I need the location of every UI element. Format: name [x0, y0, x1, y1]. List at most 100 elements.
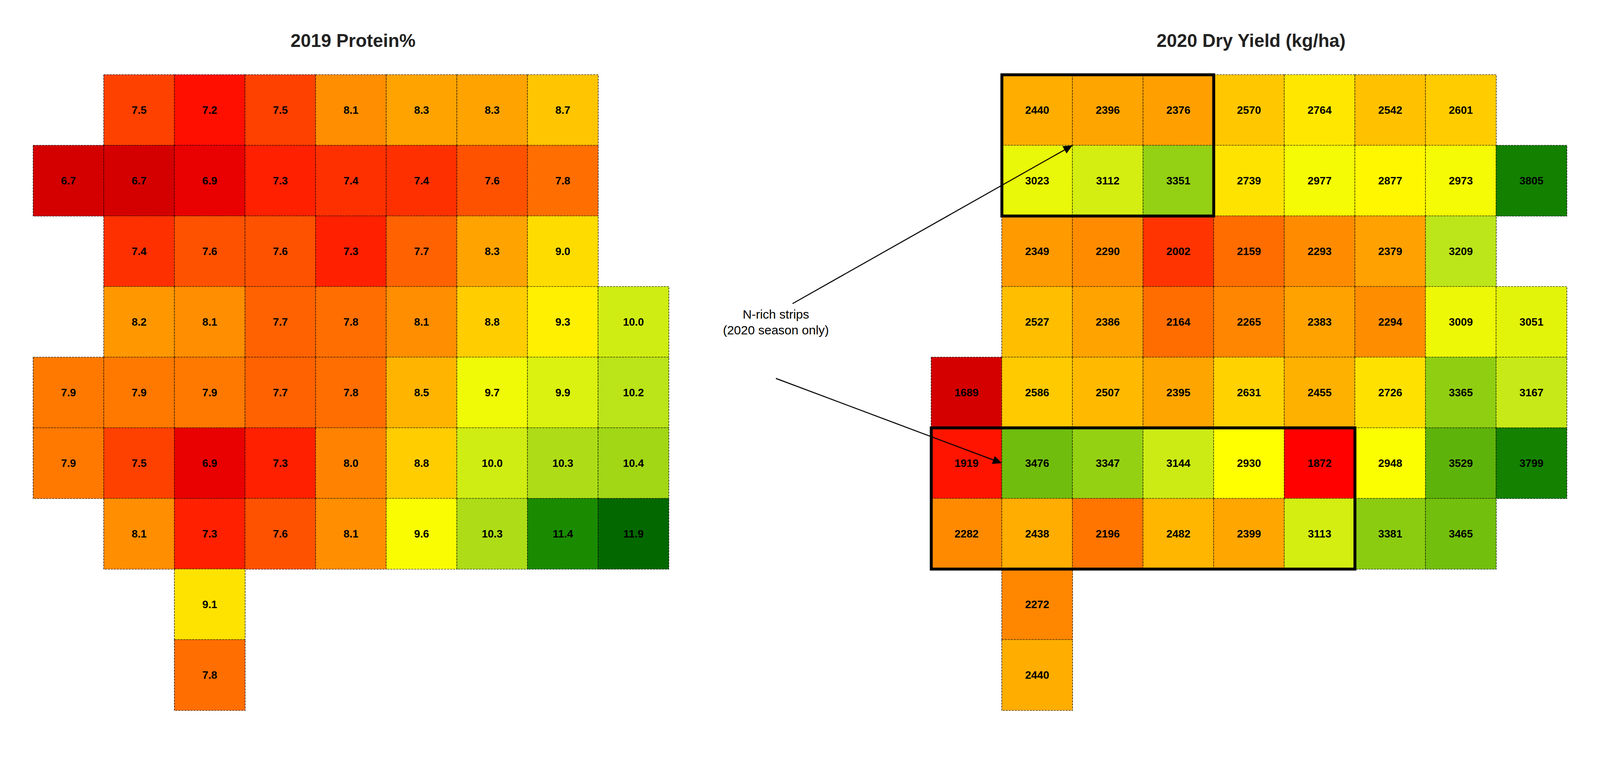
svg-text:11.4: 11.4 [552, 527, 574, 540]
svg-text:2726: 2726 [1378, 386, 1403, 399]
svg-text:7.5: 7.5 [131, 103, 147, 117]
svg-text:7.3: 7.3 [202, 527, 218, 540]
svg-text:8.5: 8.5 [414, 386, 430, 399]
svg-text:7.3: 7.3 [272, 456, 288, 470]
svg-text:2527: 2527 [1025, 315, 1050, 329]
svg-text:8.1: 8.1 [343, 103, 359, 117]
svg-text:11.9: 11.9 [623, 527, 644, 540]
svg-text:2482: 2482 [1166, 527, 1191, 540]
svg-text:7.8: 7.8 [202, 668, 218, 682]
svg-text:3805: 3805 [1519, 174, 1544, 187]
svg-text:9.0: 9.0 [555, 245, 571, 258]
svg-text:8.1: 8.1 [343, 527, 359, 540]
svg-text:7.8: 7.8 [343, 386, 359, 399]
svg-text:1919: 1919 [954, 456, 979, 470]
svg-text:6.7: 6.7 [61, 174, 77, 187]
svg-text:10.3: 10.3 [481, 527, 504, 540]
svg-text:2376: 2376 [1166, 103, 1191, 117]
svg-text:8.2: 8.2 [131, 315, 147, 329]
svg-text:2455: 2455 [1307, 386, 1332, 399]
svg-text:8.8: 8.8 [414, 456, 430, 470]
svg-text:2948: 2948 [1378, 456, 1403, 470]
svg-text:7.4: 7.4 [343, 174, 359, 187]
svg-text:2507: 2507 [1095, 386, 1120, 399]
svg-text:3144: 3144 [1166, 456, 1191, 470]
svg-text:3113: 3113 [1307, 527, 1332, 540]
svg-text:2386: 2386 [1095, 315, 1120, 329]
svg-text:8.0: 8.0 [343, 456, 359, 470]
svg-text:7.6: 7.6 [272, 527, 288, 540]
svg-text:2164: 2164 [1166, 315, 1191, 329]
svg-text:7.4: 7.4 [131, 245, 148, 258]
svg-text:7.7: 7.7 [272, 386, 288, 399]
svg-text:9.3: 9.3 [555, 315, 571, 329]
svg-text:3351: 3351 [1166, 174, 1191, 187]
svg-text:8.1: 8.1 [202, 315, 218, 329]
svg-text:8.3: 8.3 [484, 103, 500, 117]
svg-text:8.3: 8.3 [484, 245, 500, 258]
svg-text:2282: 2282 [954, 527, 979, 540]
svg-text:7.9: 7.9 [61, 456, 77, 470]
svg-text:2383: 2383 [1307, 315, 1332, 329]
svg-text:3167: 3167 [1519, 386, 1544, 399]
svg-text:3112: 3112 [1096, 174, 1120, 187]
svg-text:3465: 3465 [1448, 527, 1473, 540]
svg-text:8.3: 8.3 [414, 103, 430, 117]
svg-text:2601: 2601 [1448, 103, 1473, 117]
svg-text:9.1: 9.1 [202, 598, 218, 611]
svg-text:7.9: 7.9 [131, 386, 147, 399]
svg-text:1689: 1689 [954, 386, 979, 399]
svg-text:3209: 3209 [1448, 245, 1473, 258]
svg-text:8.1: 8.1 [131, 527, 147, 540]
svg-text:6.7: 6.7 [131, 174, 147, 187]
svg-text:3009: 3009 [1448, 315, 1473, 329]
svg-text:2631: 2631 [1236, 386, 1262, 399]
svg-text:6.9: 6.9 [202, 456, 218, 470]
svg-text:7.3: 7.3 [272, 174, 288, 187]
svg-text:1872: 1872 [1307, 456, 1332, 470]
svg-text:7.8: 7.8 [343, 315, 359, 329]
svg-text:2973: 2973 [1448, 174, 1473, 187]
svg-text:2265: 2265 [1236, 315, 1262, 329]
svg-text:3381: 3381 [1378, 527, 1403, 540]
svg-text:7.7: 7.7 [272, 315, 288, 329]
svg-text:2019 Protein%: 2019 Protein% [290, 30, 416, 51]
svg-text:8.8: 8.8 [484, 315, 500, 329]
svg-text:2020 Dry Yield (kg/ha): 2020 Dry Yield (kg/ha) [1156, 30, 1346, 51]
svg-text:2196: 2196 [1095, 527, 1120, 540]
svg-text:7.4: 7.4 [414, 174, 430, 187]
svg-text:2294: 2294 [1378, 315, 1403, 329]
svg-text:7.6: 7.6 [202, 245, 218, 258]
svg-text:7.9: 7.9 [202, 386, 218, 399]
svg-text:3365: 3365 [1448, 386, 1473, 399]
svg-text:10.0: 10.0 [481, 456, 504, 470]
svg-text:3799: 3799 [1519, 456, 1544, 470]
svg-text:2877: 2877 [1378, 174, 1403, 187]
svg-text:N-rich strips: N-rich strips [742, 307, 810, 322]
svg-text:3023: 3023 [1025, 174, 1050, 187]
svg-text:2438: 2438 [1025, 527, 1050, 540]
svg-text:9.7: 9.7 [484, 386, 500, 399]
svg-text:3476: 3476 [1025, 456, 1050, 470]
svg-text:7.7: 7.7 [414, 245, 430, 258]
svg-text:2395: 2395 [1166, 386, 1191, 399]
svg-text:2002: 2002 [1166, 245, 1191, 258]
svg-text:(2020 season only): (2020 season only) [722, 323, 829, 337]
svg-text:3529: 3529 [1448, 456, 1473, 470]
svg-text:8.1: 8.1 [414, 315, 430, 329]
svg-text:10.3: 10.3 [552, 456, 574, 470]
svg-text:2349: 2349 [1025, 245, 1050, 258]
svg-text:2764: 2764 [1307, 103, 1332, 117]
svg-text:7.5: 7.5 [131, 456, 147, 470]
svg-text:7.6: 7.6 [484, 174, 500, 187]
svg-text:10.0: 10.0 [623, 315, 645, 329]
svg-text:2290: 2290 [1095, 245, 1120, 258]
svg-text:7.9: 7.9 [61, 386, 77, 399]
svg-text:10.2: 10.2 [623, 386, 645, 399]
svg-text:9.6: 9.6 [414, 527, 430, 540]
svg-text:8.7: 8.7 [555, 103, 571, 117]
svg-text:2570: 2570 [1236, 103, 1262, 117]
svg-text:3347: 3347 [1095, 456, 1120, 470]
svg-text:2293: 2293 [1307, 245, 1332, 258]
svg-text:2159: 2159 [1236, 245, 1262, 258]
